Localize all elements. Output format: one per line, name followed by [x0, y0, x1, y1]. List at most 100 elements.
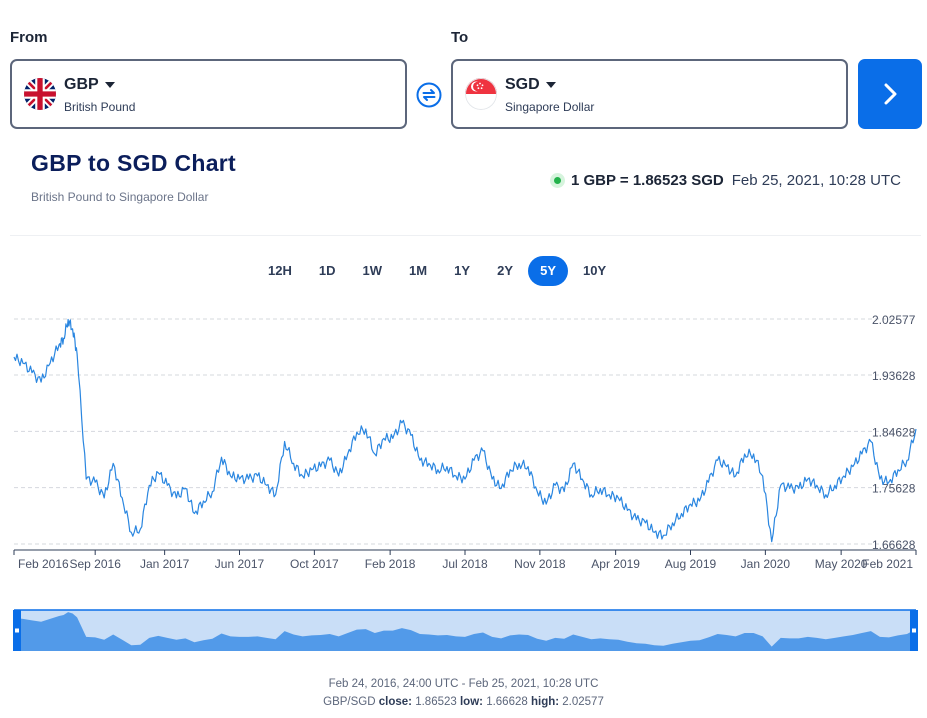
data-point — [283, 440, 286, 443]
data-point — [121, 496, 124, 499]
low-value: 1.66628 — [486, 696, 528, 708]
data-point — [184, 487, 187, 490]
data-point — [400, 421, 403, 424]
data-point — [473, 459, 476, 462]
data-point — [806, 478, 809, 481]
close-value: 1.86523 — [415, 696, 457, 708]
x-tick-label: Nov 2018 — [514, 557, 566, 571]
data-point — [509, 468, 512, 471]
x-tick-label: Jan 2020 — [741, 557, 791, 571]
high-value: 2.02577 — [562, 696, 604, 708]
data-point — [644, 521, 647, 524]
data-point — [139, 528, 142, 531]
data-point — [130, 531, 133, 534]
data-point — [238, 478, 241, 481]
data-point — [103, 496, 106, 499]
data-point — [436, 468, 439, 471]
x-tick-label: Feb 2018 — [365, 557, 416, 571]
data-point — [112, 462, 115, 465]
data-point — [301, 475, 304, 478]
data-point — [211, 490, 214, 493]
data-point — [391, 437, 394, 440]
range-button-5y[interactable]: 5Y — [528, 256, 569, 286]
range-button-2y[interactable]: 2Y — [497, 263, 513, 278]
range-selector: 12H 1D 1W 1M 1Y 2Y 5Y 10Y — [256, 256, 621, 286]
data-point — [635, 518, 638, 521]
data-point — [292, 462, 295, 465]
from-label: From — [10, 29, 48, 46]
series-line-gbp-sgd — [13, 318, 917, 543]
data-point — [85, 478, 88, 481]
data-point — [851, 465, 854, 468]
data-point — [256, 475, 259, 478]
range-button-1y[interactable]: 1Y — [454, 263, 470, 278]
grip-icon — [912, 628, 916, 633]
data-point — [725, 465, 728, 468]
swap-currencies-icon[interactable] — [416, 82, 442, 108]
data-point — [788, 487, 791, 490]
data-point — [157, 471, 160, 474]
x-tick-label: Oct 2017 — [290, 557, 339, 571]
to-currency-code: SGD — [505, 76, 556, 94]
data-point — [491, 478, 494, 481]
high-label: high: — [530, 696, 560, 708]
data-point — [842, 475, 845, 478]
data-point — [680, 512, 683, 515]
page-subtitle: British Pound to Singapore Dollar — [31, 190, 209, 204]
data-point — [31, 371, 34, 374]
data-point — [265, 484, 268, 487]
page-title: GBP to SGD Chart — [31, 150, 237, 176]
data-point — [274, 493, 277, 496]
navigator-area — [14, 612, 916, 651]
data-point — [572, 462, 575, 465]
data-point — [581, 478, 584, 481]
range-button-1w[interactable]: 1W — [362, 263, 382, 278]
y-tick-label: 1.84628 — [872, 425, 916, 439]
x-tick-label: Feb 2021 — [862, 557, 913, 571]
data-point — [355, 431, 358, 434]
data-point — [653, 531, 656, 534]
range-button-1d[interactable]: 1D — [318, 263, 336, 278]
x-tick-label: Aug 2019 — [665, 557, 717, 571]
data-point — [76, 352, 79, 355]
data-point — [915, 428, 918, 431]
footer-date-range: Feb 24, 2016, 24:00 UTC - Feb 25, 2021, … — [328, 678, 599, 690]
data-point — [166, 484, 169, 487]
rate-chart[interactable]: 2.02577 1.93628 1.84628 1.75628 1.66628 Feb 2… — [0, 300, 927, 580]
chevron-down-icon — [104, 81, 115, 88]
range-navigator[interactable] — [0, 600, 927, 655]
data-point — [689, 503, 692, 506]
data-point — [626, 509, 629, 512]
rate-timestamp: Feb 25, 2021, 10:28 UTC — [731, 172, 901, 189]
to-currency-select[interactable]: SGD Singapore Dollar — [451, 59, 848, 129]
uk-flag-icon — [24, 78, 56, 110]
from-currency-select[interactable]: GBP British Pound — [10, 59, 407, 129]
low-label: low: — [459, 696, 483, 708]
data-point — [229, 475, 232, 478]
data-point — [698, 500, 701, 503]
live-status-icon — [549, 173, 565, 188]
from-currency-name: British Pound — [64, 100, 136, 114]
to-label: To — [451, 29, 469, 46]
data-point — [734, 475, 737, 478]
from-currency-code: GBP — [64, 76, 115, 94]
data-point — [860, 453, 863, 456]
footer-stats: GBP/SGD close: 1.86523 low: 1.66628 high… — [0, 696, 927, 708]
x-tick-label: Sep 2016 — [69, 557, 121, 571]
range-button-12h[interactable]: 12H — [268, 263, 292, 278]
y-tick-label: 2.02577 — [872, 313, 916, 327]
data-point — [418, 459, 421, 462]
convert-submit-button[interactable] — [858, 59, 922, 129]
chevron-down-icon — [545, 81, 556, 88]
data-point — [716, 459, 719, 462]
data-point — [617, 496, 620, 499]
data-point — [878, 478, 881, 481]
data-point — [220, 456, 223, 459]
x-tick-label: Feb 2016 — [18, 557, 69, 571]
range-button-1m[interactable]: 1M — [408, 263, 428, 278]
live-rate: 1 GBP = 1.86523 SGD Feb 25, 2021, 10:28 … — [549, 172, 901, 189]
data-point — [554, 484, 557, 487]
range-button-10y[interactable]: 10Y — [583, 263, 607, 278]
data-point — [599, 487, 602, 490]
data-point — [455, 475, 458, 478]
